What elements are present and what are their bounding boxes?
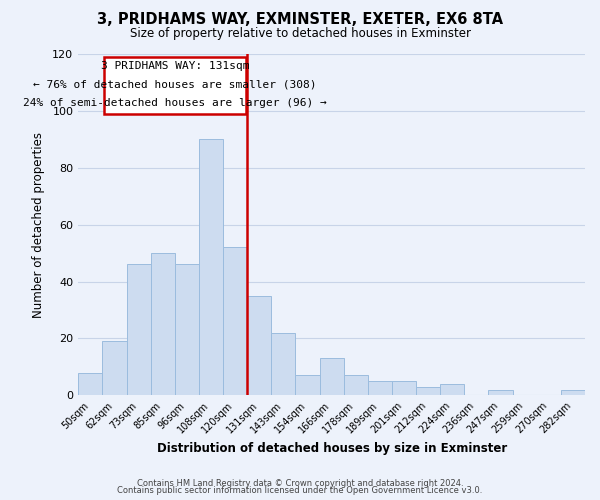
Bar (223, 248, 247, 396)
Text: 3 PRIDHAMS WAY: 131sqm: 3 PRIDHAMS WAY: 131sqm (101, 61, 249, 71)
Bar (103, 341, 127, 396)
Bar (368, 381, 392, 396)
Bar (392, 381, 416, 396)
Y-axis label: Number of detached properties: Number of detached properties (32, 132, 46, 318)
Text: Contains HM Land Registry data © Crown copyright and database right 2024.: Contains HM Land Registry data © Crown c… (137, 478, 463, 488)
Text: Contains public sector information licensed under the Open Government Licence v3: Contains public sector information licen… (118, 486, 482, 495)
Bar (295, 376, 320, 396)
Bar (199, 140, 223, 396)
Text: Size of property relative to detached houses in Exminster: Size of property relative to detached ho… (130, 28, 470, 40)
Bar (416, 386, 440, 396)
Bar (175, 264, 199, 396)
Bar (271, 332, 295, 396)
Bar (344, 376, 368, 396)
Bar (127, 264, 151, 396)
Text: 24% of semi-detached houses are larger (96) →: 24% of semi-detached houses are larger (… (23, 98, 326, 108)
Bar (247, 296, 271, 396)
Bar (440, 384, 464, 396)
X-axis label: Distribution of detached houses by size in Exminster: Distribution of detached houses by size … (157, 442, 507, 455)
Bar (488, 390, 512, 396)
Bar (79, 372, 103, 396)
Text: ← 76% of detached houses are smaller (308): ← 76% of detached houses are smaller (30… (33, 80, 317, 90)
Bar (561, 390, 585, 396)
Text: 3, PRIDHAMS WAY, EXMINSTER, EXETER, EX6 8TA: 3, PRIDHAMS WAY, EXMINSTER, EXETER, EX6 … (97, 12, 503, 28)
Bar (151, 253, 175, 396)
Bar (320, 358, 344, 396)
FancyBboxPatch shape (104, 57, 246, 114)
